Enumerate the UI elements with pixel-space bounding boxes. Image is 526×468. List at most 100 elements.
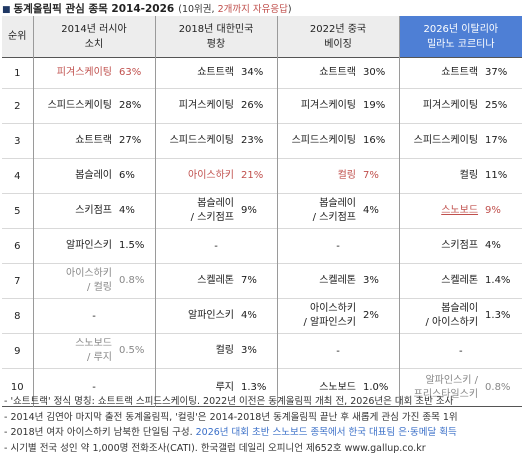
sport-name-cell: 봅슬레이 / 아이스하키 (398, 298, 485, 334)
table-row: 3 쇼트트랙 27% 스피드스케이팅 23% 스피드스케이팅 16% 스피드스케이팅 17% (2, 123, 523, 159)
table-row: 4 봅슬레이 6% 아이스하키 21% 컬링 7% 컬링 11% (2, 158, 523, 194)
percent-cell: 9% (485, 205, 501, 216)
olympic-interest-table: 순위 2014년 러시아 소치 2018년 대한민국 평창 2022년 중국 베이징 … (2, 16, 523, 407)
percent-cell: 21% (241, 170, 264, 181)
sport-name: 컬링 (337, 170, 357, 181)
sport-name: 피겨스케이팅 (300, 100, 357, 111)
sport-name: 피겨스케이팅 (56, 67, 112, 78)
percent-cell: 4% (119, 205, 135, 216)
percent-cell: 1.3% (241, 381, 267, 393)
sport-name: 스키점프 (75, 205, 112, 216)
square-bullet-icon: ■ (2, 5, 11, 15)
sport-name-cell: 피겨스케이팅 (398, 88, 485, 124)
sport-name-cell: 스피드스케이팅 (154, 123, 240, 159)
sport-name-cell: 컬링 (276, 158, 363, 194)
sport-name-line2: / 컬링 (87, 282, 112, 293)
header-2026: 2026년 이탈리아 밀라노 코르티나 (398, 16, 523, 58)
sport-name-cell: 스피드스케이팅 (398, 123, 485, 159)
percent-cell: 3% (241, 345, 257, 356)
percent-cell: 0.5% (119, 345, 145, 356)
sport-name: 아이스하키 (188, 170, 234, 181)
sport-name-cell: 스피드스케이팅 (32, 88, 118, 124)
percent-cell: 4% (363, 205, 379, 216)
sport-name-cell: 알파인스키 (154, 298, 240, 334)
sport-name: 컬링 (215, 345, 234, 356)
sport-name-cell: 스노보드 / 루지 (32, 333, 118, 369)
sport-name: 봅슬레이 (75, 170, 112, 181)
sport-name: 스키점프 (441, 240, 479, 251)
table-row: 8- 알파인스키 4% 아이스하키 / 알파인스키 2% 봅슬레이 / 아이스하키 1.3% (2, 298, 523, 334)
footnote: - 시기별 전국 성인 약 1,000명 전화조사(CATI). 한국갤럽 데일… (4, 442, 426, 454)
percent-cell: 25% (485, 100, 508, 111)
table-row: 5 스키점프 4% 봅슬레이 / 스키점프 9% 봅슬레이 / 스키점프 4% 스노보드 9% (2, 193, 523, 229)
sport-name: 아이스하키 (310, 303, 357, 314)
rank-cell: 3 (14, 135, 21, 147)
percent-cell: 9% (241, 205, 257, 216)
sport-name: 봅슬레이 (441, 303, 479, 314)
percent-cell: 0.8% (119, 275, 145, 286)
sport-name: 알파인스키 / (425, 374, 479, 386)
sport-name-cell: 피겨스케이팅 (154, 88, 240, 124)
sport-name: 봅슬레이 (319, 198, 357, 209)
sport-name: 쇼트트랙 (441, 67, 479, 78)
percent-cell: 2% (363, 310, 379, 321)
sport-name: 스피드스케이팅 (291, 135, 357, 146)
percent-cell: 11% (485, 170, 508, 181)
percent-cell: 1.4% (485, 275, 511, 286)
rank-cell: 10 (10, 382, 24, 393)
sport-name: 스피드스케이팅 (169, 135, 234, 146)
sport-name-cell: 스키점프 (398, 228, 485, 264)
percent-cell: 26% (241, 100, 264, 111)
sport-name: 쇼트트랙 (197, 67, 234, 78)
footnote: - 2014년 김연아 마지막 출전 동계올림픽, '컬링'은 2014-201… (4, 411, 458, 423)
sport-name: 알파인스키 (66, 240, 112, 251)
sport-name-cell: 쇼트트랙 (154, 57, 240, 89)
sport-name-line2: / 알파인스키 (303, 317, 357, 328)
sport-name-cell: 스켈레톤 (398, 263, 485, 299)
sport-name-line2: / 루지 (87, 352, 112, 363)
rank-header: 순위 (2, 16, 33, 58)
sport-name-line2: 프리스타일스키 (413, 388, 479, 400)
sport-name: 스켈레톤 (319, 275, 357, 286)
empty-cell: - (32, 298, 155, 334)
header-2022: 2022년 중국 베이징 (276, 16, 400, 58)
table-body: 1 피겨스케이팅 63% 쇼트트랙 34% 쇼트트랙 30% 쇼트트랙 37% 2 스피드스케이팅 2… (2, 57, 523, 407)
footnote: - '쇼트트랙' 정식 명칭: 쇼트트랙 스피드스케이팅. 2022년 이전은 … (4, 396, 454, 407)
sport-name: 루지 (215, 381, 234, 393)
sport-name-cell: 알파인스키 / 프리스타일스키 (398, 368, 485, 407)
percent-cell: 7% (241, 275, 257, 286)
sport-name: 아이스하키 (66, 268, 112, 279)
footnote: - 2018년 여자 아이스하키 남북한 단일팀 구성. 2026년 대회 초반… (4, 427, 457, 438)
header-row: 순위 2014년 러시아 소치 2018년 대한민국 평창 2022년 중국 베이징 … (2, 16, 523, 58)
sport-name-cell: 쇼트트랙 (276, 57, 363, 89)
sport-name-line2: / 스키점프 (190, 212, 234, 223)
title-highlight: 2개까지 자유응답 (217, 4, 288, 15)
rank-cell: 1 (14, 67, 21, 79)
percent-cell: 19% (363, 100, 386, 111)
table-row: 9 스노보드 / 루지 0.5% 컬링 3% - - (2, 333, 523, 369)
table-row: 2 스피드스케이팅 28% 피겨스케이팅 26% 피겨스케이팅 19% 피겨스케이팅 25% (2, 88, 523, 124)
empty-cell: - (276, 228, 400, 264)
percent-cell: 27% (119, 135, 142, 146)
percent-cell: 4% (485, 240, 501, 251)
sport-name-cell: 루지 (154, 368, 240, 407)
sport-name: 스켈레톤 (441, 275, 479, 286)
sport-name-cell: 스켈레톤 (276, 263, 363, 299)
sport-name: 스노보드 (75, 338, 112, 349)
empty-cell: - (398, 333, 523, 369)
sport-name: 스피드스케이팅 (413, 135, 479, 146)
rank-cell: 6 (14, 240, 21, 252)
percent-cell: 16% (363, 135, 386, 146)
sport-name-cell: 아이스하키 / 컬링 (32, 263, 118, 299)
percent-cell: 1.0% (363, 381, 389, 393)
percent-cell: 37% (485, 67, 508, 78)
sport-name-cell: 피겨스케이팅 (276, 88, 363, 124)
empty-cell: - (276, 333, 400, 369)
sport-name-cell: 봅슬레이 / 스키점프 (154, 193, 240, 229)
percent-cell: 30% (363, 67, 386, 78)
rank-cell: 5 (14, 205, 21, 217)
chart-title: ■ 동계올림픽 관심 종목 2014-2026 (10위권, 2개까지 자유응답) (2, 3, 292, 15)
sport-name-cell: 아이스하키 (154, 158, 240, 194)
sport-name-cell: 알파인스키 (32, 228, 118, 264)
title-sub: (10위권, 2개까지 자유응답) (178, 4, 292, 15)
